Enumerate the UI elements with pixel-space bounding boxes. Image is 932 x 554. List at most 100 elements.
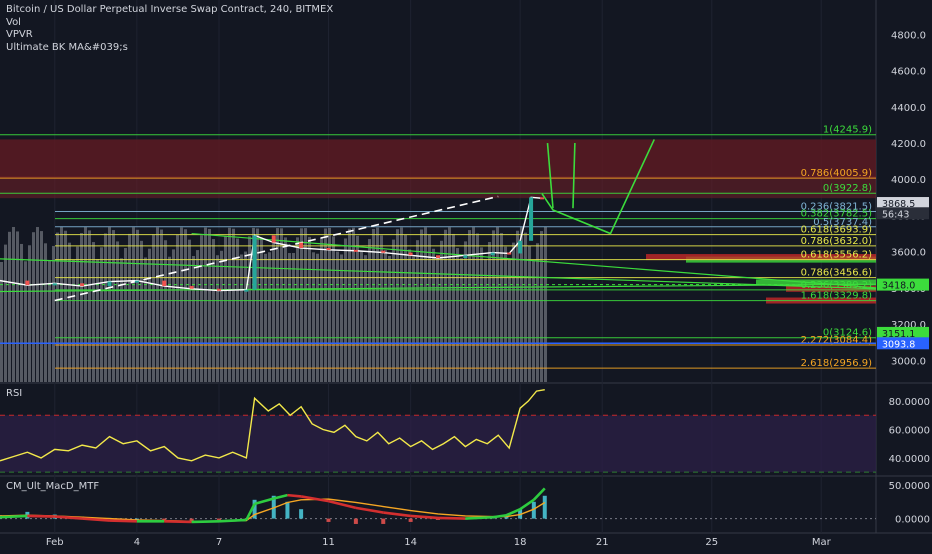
candle bbox=[540, 197, 545, 200]
fib-level-label: 0(3922.8) bbox=[823, 183, 872, 194]
rsi-tick-label: 80.0000 bbox=[889, 397, 930, 408]
fib-level-label: 0.786(4005.9) bbox=[801, 168, 873, 179]
price-badge bbox=[877, 278, 929, 291]
macd-line-segment bbox=[383, 511, 411, 518]
volume-bar bbox=[380, 235, 383, 382]
volume-bar bbox=[408, 249, 411, 382]
volume-bar bbox=[132, 227, 135, 382]
volume-bar bbox=[8, 231, 11, 382]
macd-histogram-bar bbox=[353, 518, 358, 524]
price-tick-label: 4400.0 bbox=[891, 103, 926, 114]
volume-bar bbox=[288, 253, 291, 382]
volume-bar bbox=[224, 235, 227, 382]
volume-bar bbox=[248, 236, 251, 382]
price-tick-label: 3600.0 bbox=[891, 248, 926, 259]
volume-bar bbox=[272, 236, 275, 382]
macd-histogram-bar bbox=[436, 518, 440, 520]
volume-bar bbox=[544, 227, 547, 382]
volume-bar bbox=[124, 247, 127, 382]
indicator-vol: Vol bbox=[6, 16, 21, 28]
volume-bar bbox=[276, 228, 279, 382]
volume-bar bbox=[484, 258, 487, 382]
price-badge-label: 3151.1 bbox=[882, 329, 915, 340]
macd-line-segment bbox=[287, 493, 302, 498]
volume-bar bbox=[220, 250, 223, 382]
trend-line bbox=[0, 258, 877, 290]
candle bbox=[326, 248, 331, 251]
dashed-channel-line bbox=[54, 195, 499, 302]
volume-bar bbox=[420, 229, 423, 382]
macd-pane-title: CM_Ult_MacD_MTF bbox=[6, 481, 100, 492]
macd-histogram-bar bbox=[326, 518, 331, 522]
volume-bar bbox=[68, 242, 71, 382]
volume-bar bbox=[76, 246, 79, 382]
trend-line bbox=[0, 283, 877, 293]
volume-bar bbox=[364, 255, 367, 382]
rsi-tick-label: 40.0000 bbox=[889, 454, 930, 465]
macd-line-segment bbox=[245, 503, 256, 521]
fib-level-label: 0.236(3389.2) bbox=[801, 280, 873, 291]
volume-bar bbox=[384, 250, 387, 382]
volume-bar bbox=[524, 232, 527, 382]
volume-bar bbox=[144, 257, 147, 382]
volume-bar bbox=[504, 246, 507, 382]
volume-bar bbox=[480, 247, 483, 382]
fib-level-label: 2.618(2956.9) bbox=[801, 358, 873, 369]
volume-bar bbox=[36, 227, 39, 382]
volume-bar bbox=[240, 254, 243, 382]
volume-bar bbox=[128, 233, 131, 382]
projection-spike bbox=[572, 143, 576, 209]
macd-histogram-bar bbox=[162, 518, 167, 520]
candle bbox=[162, 280, 167, 287]
volume-bar bbox=[356, 235, 359, 382]
fib-level-label: 1.618(3329.8) bbox=[801, 291, 873, 302]
volume-bar bbox=[152, 234, 155, 382]
volume-bar bbox=[452, 233, 455, 382]
macd-tick-label: 0.0000 bbox=[895, 515, 930, 526]
volume-bar bbox=[120, 258, 123, 382]
price-tick-label: 3000.0 bbox=[891, 356, 926, 367]
volume-bar bbox=[48, 260, 51, 382]
macd-histogram-bar bbox=[299, 509, 304, 519]
volume-bar bbox=[112, 230, 115, 382]
candle bbox=[244, 289, 249, 292]
price-badge-label: 56:43 bbox=[882, 209, 909, 220]
volume-bar bbox=[472, 227, 475, 382]
volume-bar bbox=[436, 257, 439, 382]
volume-bar bbox=[360, 250, 363, 382]
volume-bar bbox=[4, 244, 7, 382]
projection-path bbox=[541, 139, 655, 235]
volume-bar bbox=[316, 253, 319, 382]
price-tick-label: 3200.0 bbox=[891, 320, 926, 331]
volume-bar bbox=[492, 230, 495, 382]
macd-histogram-bar bbox=[531, 501, 536, 519]
macd-histogram-bar bbox=[463, 518, 468, 520]
volume-bar bbox=[488, 242, 491, 382]
macd-histogram-bar bbox=[381, 518, 386, 524]
time-tick-label: 14 bbox=[404, 537, 417, 548]
macd-line-segment bbox=[300, 495, 329, 503]
price-tick-label: 4600.0 bbox=[891, 67, 926, 78]
volume-bar bbox=[388, 255, 391, 382]
volume-bar bbox=[236, 238, 239, 382]
volume-bar bbox=[252, 227, 255, 382]
macd-line-segment bbox=[437, 516, 466, 520]
resistance-zone bbox=[0, 139, 876, 179]
time-tick-label: Feb bbox=[46, 537, 64, 548]
candle bbox=[52, 283, 57, 286]
volume-bar bbox=[168, 256, 171, 382]
volume-bar bbox=[352, 227, 355, 382]
macd-histogram-bar bbox=[285, 501, 290, 519]
volume-bar bbox=[268, 252, 271, 382]
candle bbox=[25, 280, 30, 286]
volume-bar bbox=[372, 228, 375, 382]
volume-bar bbox=[376, 227, 379, 382]
rsi-line bbox=[0, 388, 545, 462]
volume-bar bbox=[424, 227, 427, 382]
volume-bar bbox=[92, 242, 95, 382]
fib-level-label: 0.5(3737.4) bbox=[813, 217, 872, 228]
volume-bar bbox=[264, 253, 267, 382]
fib-level-label: 2.272(3084.4) bbox=[801, 335, 873, 346]
